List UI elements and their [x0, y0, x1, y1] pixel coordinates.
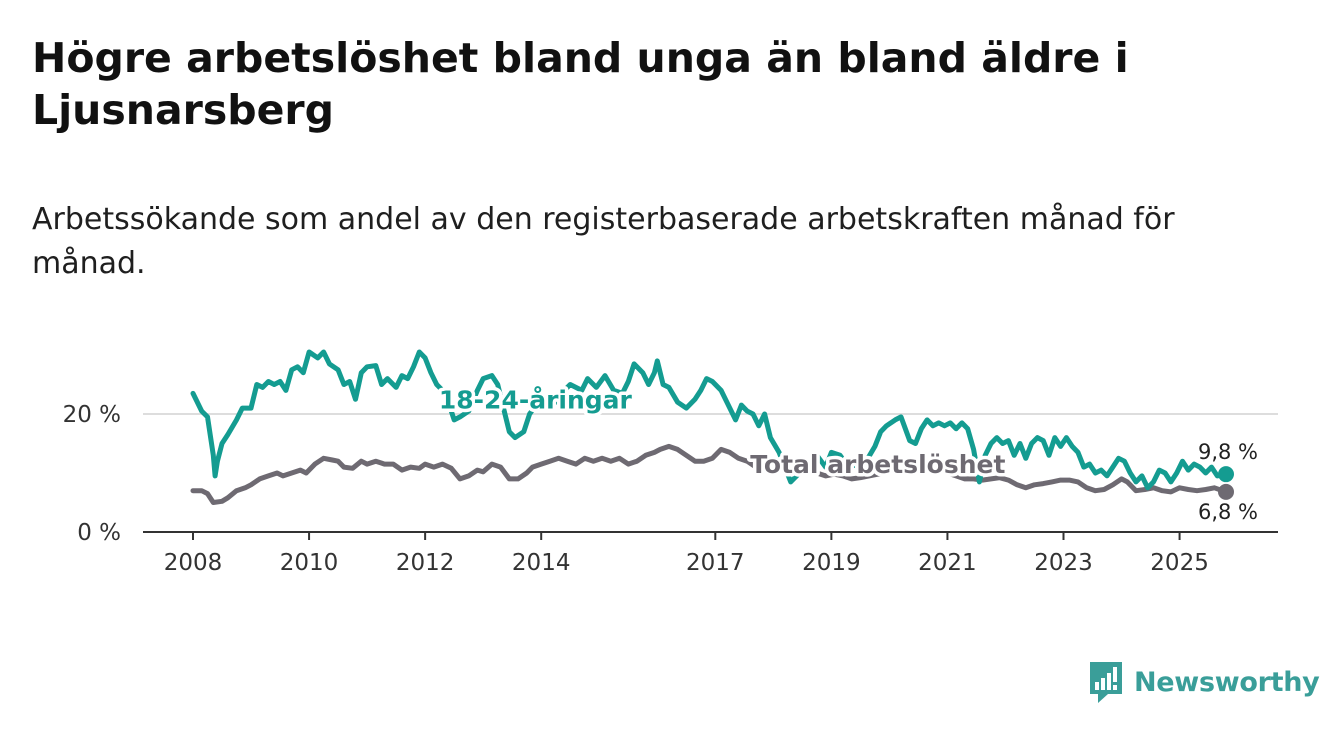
y-tick-label: 20 % — [63, 402, 121, 428]
brand-name: Newsworthy — [1134, 666, 1320, 698]
x-tick-label: 2019 — [802, 550, 861, 576]
end-value-label-young: 9,8 % — [1198, 440, 1258, 464]
page-title: Högre arbetslöshet bland unga än bland ä… — [32, 34, 1129, 134]
x-tick-label: 2023 — [1034, 550, 1093, 576]
chart-labels: 18-24-åringar Total arbetslöshet 9,8 % 6,8 … — [435, 382, 1260, 527]
x-tick-label: 2010 — [280, 550, 339, 576]
end-point-dot-total — [1218, 483, 1234, 500]
x-tick-label: 2025 — [1150, 550, 1209, 576]
end-point-dot-young — [1218, 466, 1234, 483]
x-tick-label: 2017 — [686, 550, 745, 576]
x-tick-label: 2008 — [164, 550, 223, 576]
end-value-label-total: 6,8 % — [1198, 500, 1258, 524]
x-tick-label: 2021 — [918, 550, 977, 576]
series-annotation-total: Total arbetslöshet — [750, 450, 1005, 479]
x-tick-label: 2014 — [512, 550, 571, 576]
series-line-young — [190, 349, 1229, 491]
chart-subtitle: Arbetssökande som andel av den registerb… — [32, 202, 1175, 281]
series-annotation-young: 18-24-åringar — [439, 385, 633, 414]
newsworthy-logo-icon — [1090, 662, 1122, 703]
x-tick-label: 2012 — [396, 550, 455, 576]
series-lines — [190, 349, 1229, 505]
axes: 0 % 20 % 2008 2010 2012 2014 2017 2019 2021 2023 2… — [63, 402, 1278, 576]
series-line-total — [190, 443, 1229, 505]
brand-logo: Newsworthy — [1088, 660, 1320, 704]
y-tick-label: 0 % — [77, 520, 121, 546]
